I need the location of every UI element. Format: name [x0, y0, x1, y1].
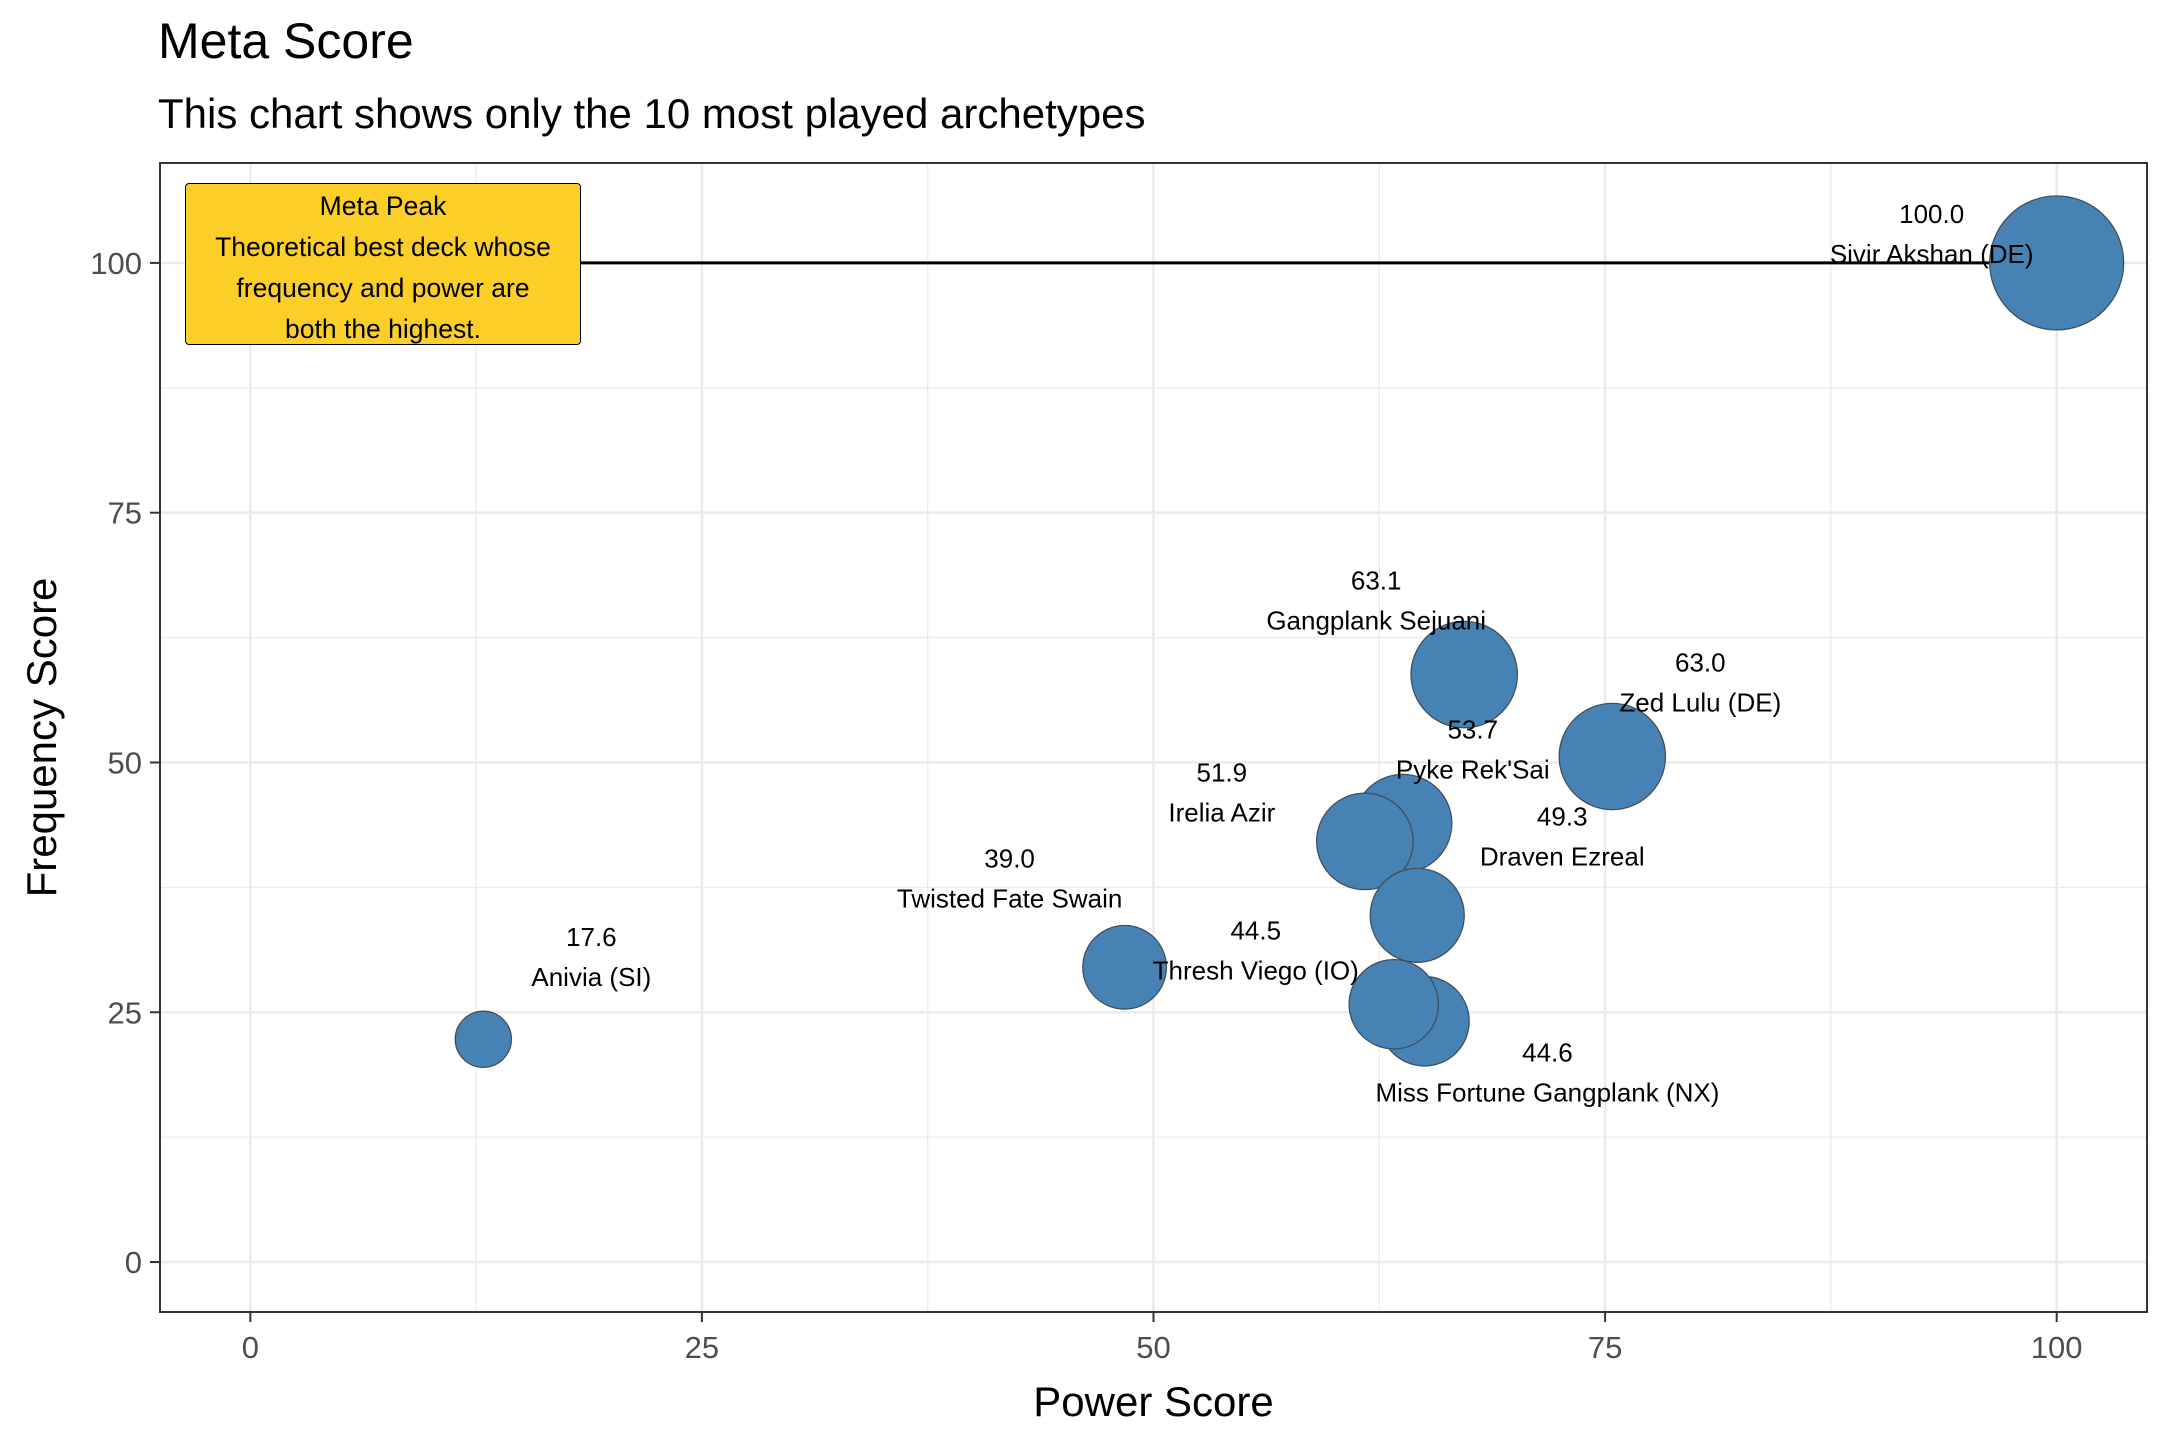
point-name-label: Pyke Rek'Sai	[1396, 754, 1550, 784]
point-name-label: Gangplank Sejuani	[1266, 606, 1486, 636]
point-score-label: 39.0	[984, 843, 1035, 873]
point-score-label: 17.6	[566, 922, 617, 952]
x-tick-label: 75	[1588, 1330, 1622, 1365]
axis-layer: 0 25 50 75 100 0 25 50 75 100	[90, 246, 2082, 1365]
y-tick-label: 50	[108, 745, 142, 780]
point-score-label: 63.1	[1351, 566, 1402, 596]
point-name-label: Irelia Azir	[1168, 797, 1275, 827]
x-axis-title: Power Score	[1033, 1378, 1273, 1425]
bubble-point	[1082, 924, 1168, 1010]
point-name-label: Twisted Fate Swain	[897, 883, 1122, 913]
point-score-label: 44.5	[1230, 915, 1281, 945]
annotation-line: both the highest.	[285, 314, 481, 344]
bubble-point	[1558, 702, 1667, 811]
point-name-label: Zed Lulu (DE)	[1619, 687, 1781, 717]
point-name-label: Anivia (SI)	[531, 962, 651, 992]
bubble-point	[454, 1010, 513, 1068]
y-tick-label: 100	[90, 246, 142, 281]
x-tick-label: 100	[2031, 1330, 2083, 1365]
point-score-label: 63.0	[1675, 647, 1726, 677]
bubble-point	[1315, 792, 1414, 891]
y-tick-label: 25	[108, 995, 142, 1030]
point-name-label: Thresh Viego (IO)	[1153, 955, 1359, 985]
x-tick-label: 0	[242, 1330, 259, 1365]
bubble-point	[1989, 195, 2125, 331]
y-tick-label: 0	[125, 1245, 142, 1280]
label-layer: 100.0 Sivir Akshan (DE) 63.1 Gangplank Seju…	[531, 199, 2033, 1107]
annotation-heading: Meta Peak	[319, 191, 447, 221]
x-tick-label: 50	[1136, 1330, 1170, 1365]
annotation-line: Theoretical best deck whose	[215, 232, 551, 262]
annotation-line: frequency and power are	[236, 273, 530, 303]
point-score-label: 51.9	[1197, 757, 1248, 787]
chart-title: Meta Score	[158, 13, 414, 69]
bubble-point	[1369, 867, 1465, 963]
point-name-label: Miss Fortune Gangplank (NX)	[1376, 1077, 1720, 1107]
point-score-label: 49.3	[1537, 801, 1588, 831]
bubble-point	[1410, 620, 1519, 729]
chart-subtitle: This chart shows only the 10 most played…	[158, 90, 1146, 137]
point-score-label: 100.0	[1899, 199, 1964, 229]
meta-peak-annotation: Meta Peak Theoretical best deck whose fr…	[185, 183, 581, 345]
grid-layer	[160, 163, 2147, 1312]
y-axis-title: Frequency Score	[18, 578, 65, 898]
point-score-label: 53.7	[1447, 714, 1498, 744]
point-name-label: Draven Ezreal	[1480, 841, 1645, 871]
x-tick-label: 25	[685, 1330, 719, 1365]
y-tick-label: 75	[108, 496, 142, 531]
bubble-point	[1348, 958, 1440, 1050]
point-layer	[454, 195, 2125, 1068]
point-score-label: 44.6	[1522, 1037, 1573, 1067]
point-name-label: Sivir Akshan (DE)	[1830, 239, 2034, 269]
